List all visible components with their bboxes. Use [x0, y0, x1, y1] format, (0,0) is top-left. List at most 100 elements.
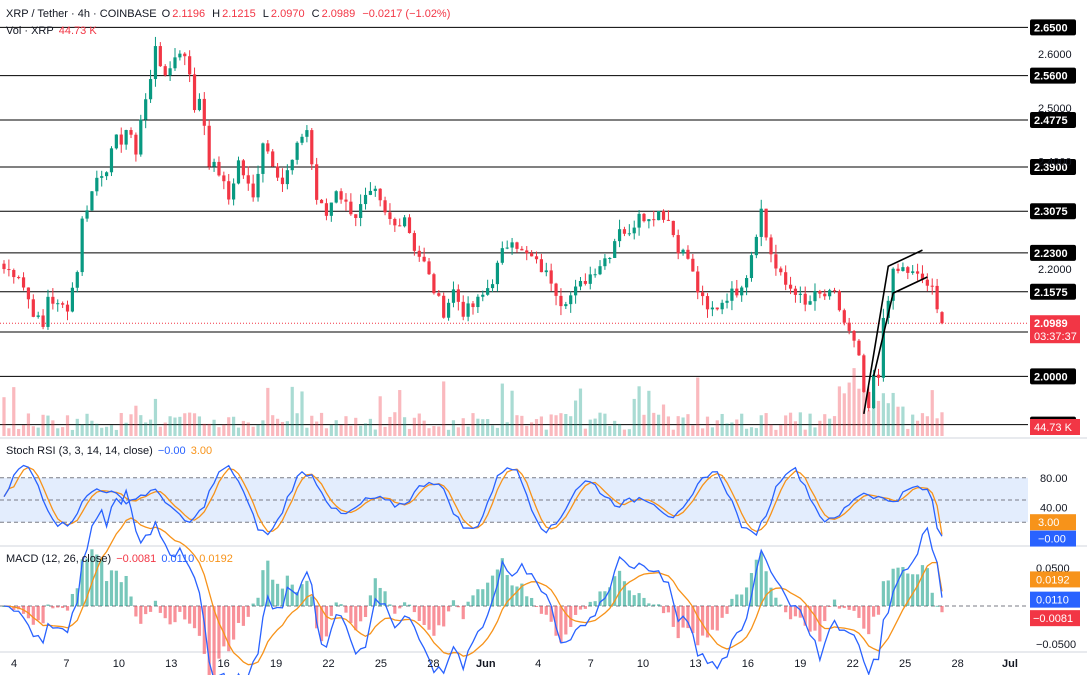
- axes: 2.60002.50002.40002.20002.098903:37:3744…: [11, 49, 1080, 670]
- volume-bar: [178, 416, 182, 436]
- macd-histogram-bar: [41, 606, 45, 624]
- candle-body: [383, 200, 387, 213]
- volume-bar: [163, 422, 167, 436]
- volume-bar: [784, 415, 788, 436]
- macd-line-badge-label: 0.0110: [1036, 595, 1069, 607]
- volume-legend: Vol · XRP 44.73 K: [6, 25, 99, 37]
- volume-bar: [417, 413, 421, 436]
- candle-body: [661, 211, 666, 220]
- candle-body: [65, 304, 70, 312]
- macd-histogram-bar: [647, 603, 651, 606]
- macd-histogram-bar: [222, 606, 226, 647]
- candle-body: [266, 143, 270, 152]
- macd-histogram-bar: [134, 606, 138, 617]
- candle-body: [735, 288, 739, 296]
- volume-bar: [266, 387, 270, 436]
- volume-bar: [466, 426, 470, 436]
- volume-bar: [510, 390, 514, 436]
- macd-histogram-bar: [495, 569, 500, 606]
- macd-histogram-bar: [324, 606, 329, 637]
- volume-bar: [315, 421, 319, 436]
- candle-body: [808, 301, 812, 305]
- macd-histogram-bar: [876, 606, 881, 615]
- volume-bar: [232, 416, 236, 436]
- level-badge: [1030, 368, 1076, 385]
- candle-body: [842, 310, 846, 323]
- candle-body: [578, 280, 583, 287]
- volume-bar: [813, 427, 817, 436]
- volume-bar: [525, 425, 529, 436]
- macd-histogram-bar: [144, 606, 148, 615]
- volume-bar: [109, 425, 114, 436]
- candle-body: [100, 176, 104, 178]
- candle-body: [202, 98, 206, 126]
- volume-bar: [407, 428, 412, 436]
- candle-body: [178, 53, 182, 58]
- symbol-title: XRP / Tether · 4h · COINBASE: [6, 8, 157, 20]
- macd-signal-line: [3, 517, 943, 666]
- volume-bar: [334, 420, 338, 436]
- macd-line: [3, 488, 943, 675]
- macd-histogram-bar: [852, 606, 856, 611]
- macd-histogram-bar: [520, 583, 524, 606]
- candle-body: [373, 188, 377, 191]
- volume-bar: [539, 416, 543, 436]
- volume-bar: [183, 413, 187, 436]
- volume-bar: [930, 390, 934, 436]
- volume-bar: [246, 422, 250, 436]
- volume-bar: [368, 418, 373, 436]
- level-badge: [1030, 203, 1076, 220]
- macd-histogram-bar: [637, 593, 641, 606]
- x-axis-tick: 7: [63, 658, 69, 670]
- candle-body: [554, 283, 558, 296]
- macd-histogram-bar: [847, 606, 851, 610]
- macd-histogram-bar: [793, 606, 798, 617]
- volume-bar: [451, 420, 456, 436]
- macd-histogram-bar: [622, 581, 627, 606]
- volume-bar: [559, 413, 563, 436]
- macd-histogram-bar: [344, 606, 348, 613]
- candle-body: [310, 130, 314, 165]
- macd-histogram-bar: [549, 606, 553, 622]
- candle-body: [446, 302, 451, 318]
- level-badge: [1030, 158, 1076, 175]
- macd-histogram-bar: [139, 606, 143, 624]
- candle-body: [163, 66, 167, 76]
- candle-body: [813, 290, 817, 302]
- candle-body: [549, 270, 553, 284]
- level-label: 2.1575: [1034, 287, 1068, 299]
- level-badge: [1030, 283, 1076, 300]
- x-axis-tick: 25: [375, 658, 387, 670]
- macd-histogram-bar: [500, 558, 504, 606]
- candle-body: [70, 287, 74, 312]
- macd-histogram-bar: [227, 606, 231, 652]
- stoch-k-line: [3, 464, 943, 537]
- volume-bar: [36, 427, 40, 436]
- volume-bar: [906, 428, 910, 436]
- volume-bar: [222, 424, 226, 436]
- macd-histogram-bar: [393, 606, 397, 614]
- volume-bar: [495, 427, 500, 436]
- macd-histogram-bar: [627, 590, 631, 606]
- candle-body: [515, 242, 519, 249]
- candle-body: [368, 190, 373, 195]
- macd-histogram-bar: [456, 606, 460, 608]
- volume-bar: [915, 420, 920, 436]
- candle-body: [241, 160, 245, 176]
- volume-bar: [305, 427, 309, 436]
- macd-histogram-bar: [80, 559, 84, 606]
- volume-bar: [696, 377, 700, 436]
- x-axis-tick: 4: [11, 658, 17, 670]
- macd-histogram-bar: [573, 606, 578, 615]
- macd-histogram-bar: [461, 606, 465, 620]
- volume-bar: [823, 414, 827, 436]
- macd-histogram-bar: [26, 606, 31, 619]
- volume-bar: [676, 416, 680, 436]
- candle-body: [539, 259, 543, 273]
- candle-body: [349, 201, 353, 215]
- macd-histogram-bar: [569, 606, 573, 627]
- volume-bar: [324, 428, 329, 436]
- macd-hist-value: −0.0081: [116, 553, 157, 565]
